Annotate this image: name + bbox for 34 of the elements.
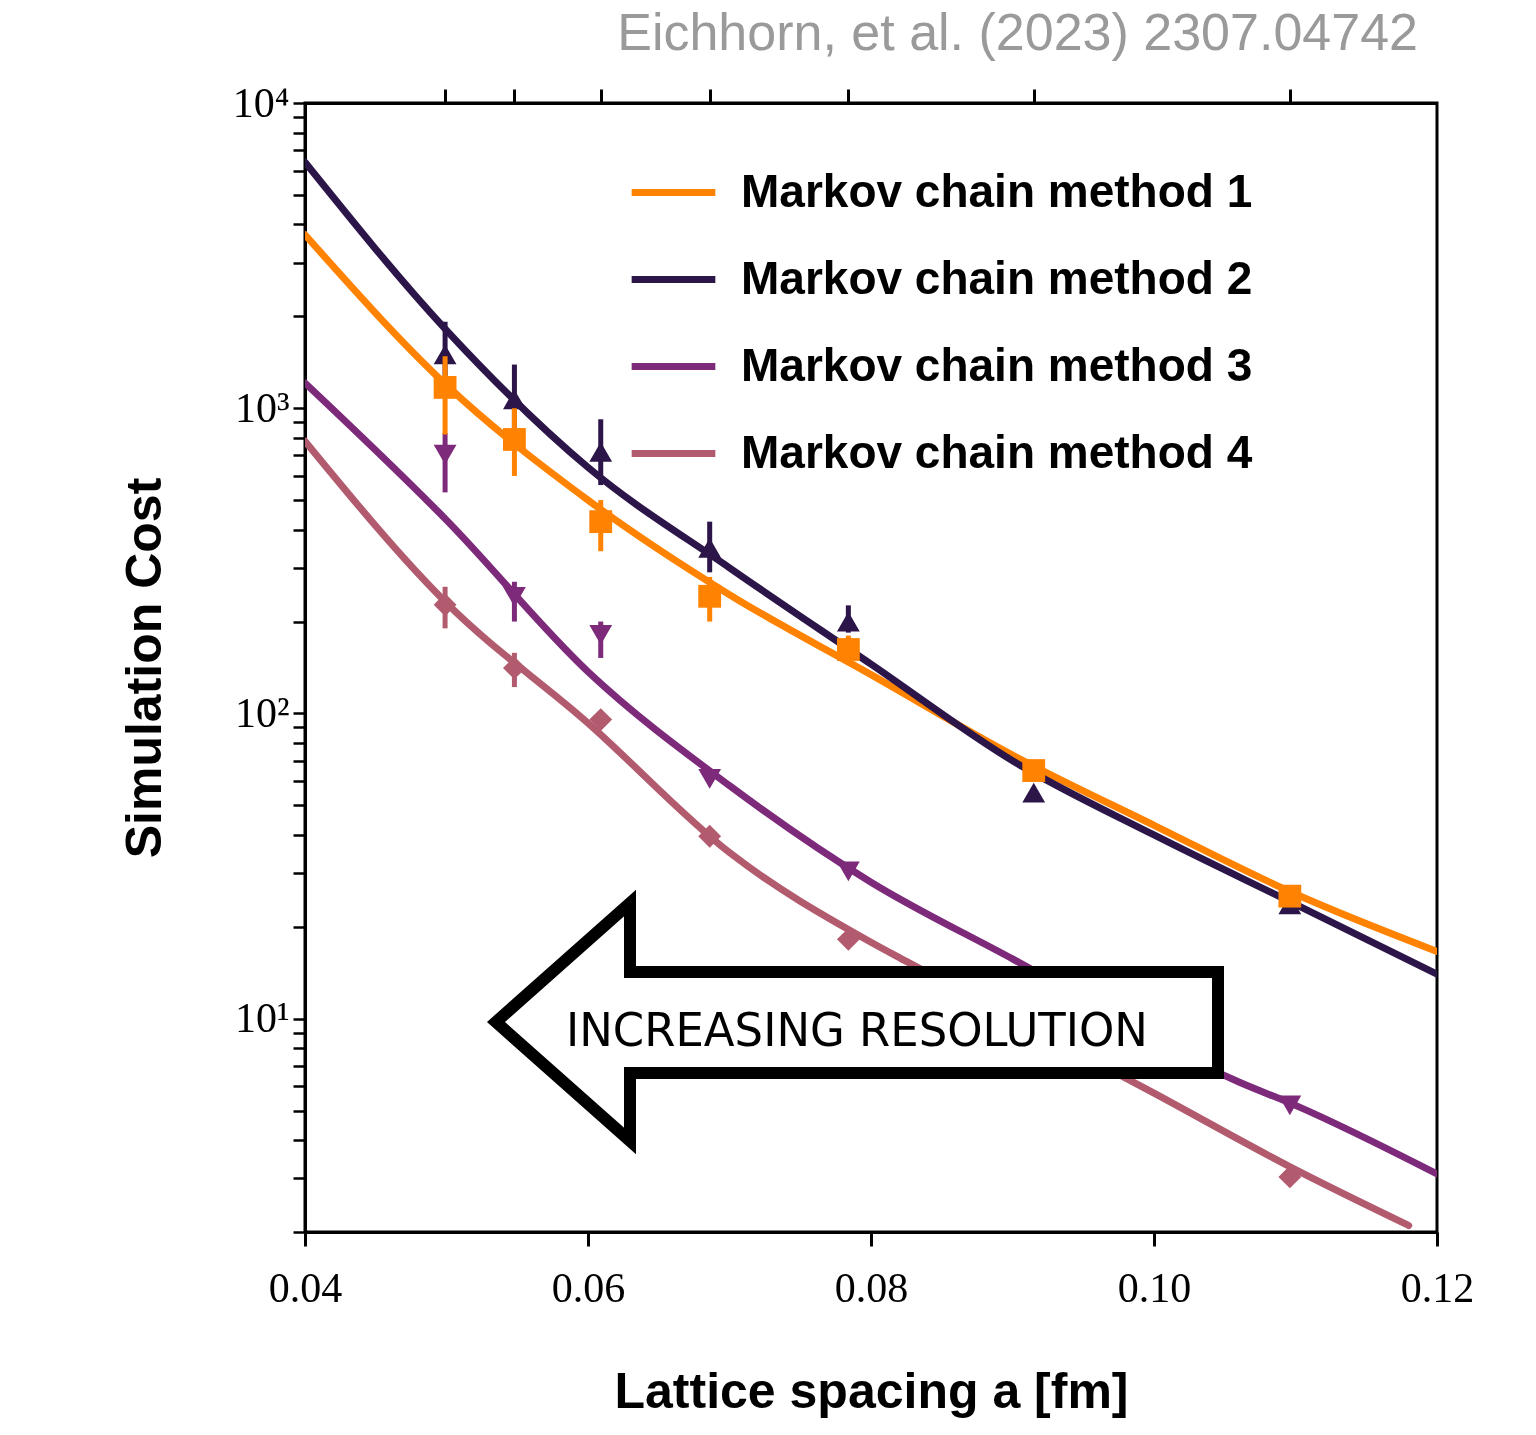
point xyxy=(836,638,860,661)
point xyxy=(1278,884,1302,908)
point xyxy=(503,428,526,451)
point xyxy=(698,769,722,789)
point xyxy=(503,586,526,607)
y-tick-label: 10³ xyxy=(234,384,290,431)
x-tick-label: 0.04 xyxy=(268,1264,343,1311)
point xyxy=(589,510,613,534)
point xyxy=(1022,782,1046,803)
y-tick-label: 10¹ xyxy=(234,995,290,1042)
point xyxy=(836,861,860,882)
point xyxy=(1022,759,1046,782)
y-tick-label: 10⁴ xyxy=(232,79,290,126)
point xyxy=(433,376,457,399)
legend-label: Markov chain method 2 xyxy=(741,251,1253,304)
x-tick-label: 0.12 xyxy=(1400,1264,1475,1311)
text: Eichhorn, et al. (2023) 2307.04742 xyxy=(617,2,1418,62)
legend-label: Markov chain method 1 xyxy=(741,164,1253,217)
annotation: INCREASING RESOLUTION xyxy=(566,1003,1162,1057)
point xyxy=(698,824,722,848)
point xyxy=(1278,1095,1302,1116)
x-tick-label: 0.10 xyxy=(1117,1264,1192,1311)
point xyxy=(589,624,613,645)
y-axis-title: Simulation Cost xyxy=(115,477,172,859)
legend-label: Markov chain method 3 xyxy=(741,338,1253,391)
y-tick-label: 10² xyxy=(234,689,290,736)
point xyxy=(698,584,722,608)
x-axis-title: Lattice spacing a [fm] xyxy=(614,1362,1129,1419)
x-tick-label: 0.08 xyxy=(834,1264,909,1311)
point xyxy=(589,708,613,731)
x-tick-label: 0.06 xyxy=(551,1264,626,1311)
point xyxy=(503,656,526,680)
legend-label: Markov chain method 4 xyxy=(741,425,1253,478)
point xyxy=(433,593,457,617)
